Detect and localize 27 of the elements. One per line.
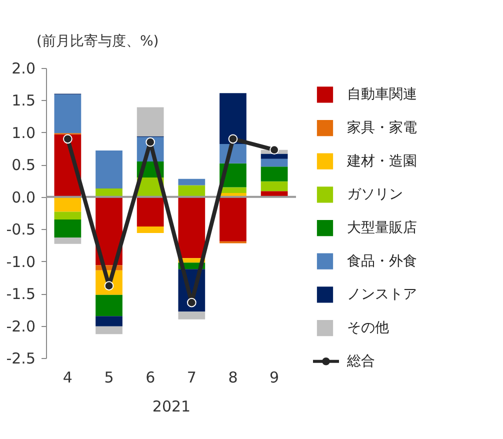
- x-tick-label: 4: [62, 368, 72, 386]
- y-tick-label: -2.0: [6, 317, 36, 336]
- legend-label: 家具・家電: [347, 120, 417, 136]
- x-tick-label: 8: [228, 368, 238, 386]
- x-tick-label: 5: [104, 368, 114, 386]
- legend-label: ノンストア: [347, 286, 417, 303]
- y-tick-label: 1.5: [12, 92, 36, 110]
- legend-label: 食品・外食: [347, 253, 417, 270]
- x-axis-title: 2021: [152, 398, 191, 416]
- y-tick-label: -2.5: [6, 350, 36, 368]
- y-tick-label: 2.0: [12, 60, 36, 78]
- x-tick-label: 9: [270, 368, 280, 386]
- y-tick-label: 0.0: [12, 188, 36, 206]
- x-tick-label: 6: [146, 368, 156, 386]
- legend-label: 自動車関連: [347, 86, 417, 103]
- y-axis-title: (前月比寄与度、%): [36, 34, 159, 50]
- legend-label: 大型量販店: [347, 220, 417, 236]
- legend-label: 建材・造園: [346, 153, 417, 170]
- y-tick-label: -0.5: [6, 220, 36, 239]
- y-tick-label: -1.0: [6, 252, 36, 271]
- legend-label: 総合: [346, 353, 375, 370]
- legend-label: ガソリン: [347, 186, 403, 203]
- y-tick-label: -1.5: [6, 285, 36, 304]
- legend-label: その他: [347, 320, 389, 336]
- y-tick-label: 1.0: [12, 124, 36, 142]
- y-tick-label: 0.5: [12, 156, 36, 174]
- x-tick-label: 7: [186, 368, 196, 386]
